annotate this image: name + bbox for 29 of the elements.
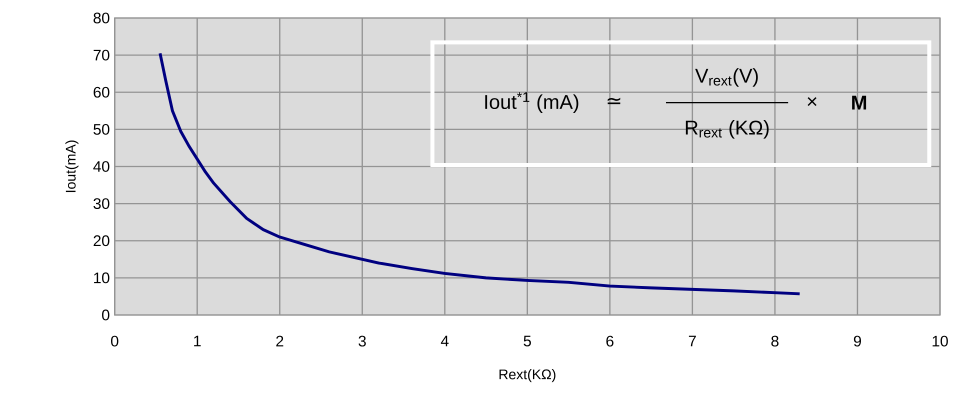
y-tick-label: 0 xyxy=(102,310,110,320)
x-axis-title: Rext(KΩ) xyxy=(500,369,556,382)
annotation: Iout$^{*1}$ (mA) xyxy=(485,92,578,114)
x-tick-label: 7 xyxy=(688,336,696,346)
x-tick-label: 6 xyxy=(606,336,614,347)
y-tick-label: 50 xyxy=(94,124,110,135)
y-tick-label: 70 xyxy=(94,50,110,61)
y-tick-label: 10 xyxy=(94,272,110,284)
y-tick-label: 80 xyxy=(94,12,110,24)
x-tick-label: 5 xyxy=(524,336,531,346)
y-tick-label: 40 xyxy=(93,161,110,172)
x-tick-label: 3 xyxy=(358,336,366,347)
x-tick-label: 4 xyxy=(440,336,449,346)
annotation: ≃ xyxy=(608,98,620,104)
annotation: R$_{rext}$ (KΩ) xyxy=(686,120,769,139)
x-tick-label: 0 xyxy=(111,336,118,347)
x-tick-label: 2 xyxy=(276,336,284,346)
annotation: V$_{rext}$(V) xyxy=(695,68,758,87)
y-axis-title: Iout(mA) xyxy=(65,140,78,192)
x-tick-label: 10 xyxy=(932,336,948,347)
annotation: × xyxy=(808,97,817,106)
x-tick-label: 9 xyxy=(854,336,861,347)
y-tick-label: 30 xyxy=(93,198,110,210)
y-tick-label: 20 xyxy=(94,235,110,246)
x-tick-label: 8 xyxy=(771,336,779,347)
x-tick-label: 1 xyxy=(194,336,201,346)
y-tick-label: 60 xyxy=(94,86,110,98)
line-series xyxy=(158,52,802,296)
annotation: M xyxy=(852,96,866,110)
